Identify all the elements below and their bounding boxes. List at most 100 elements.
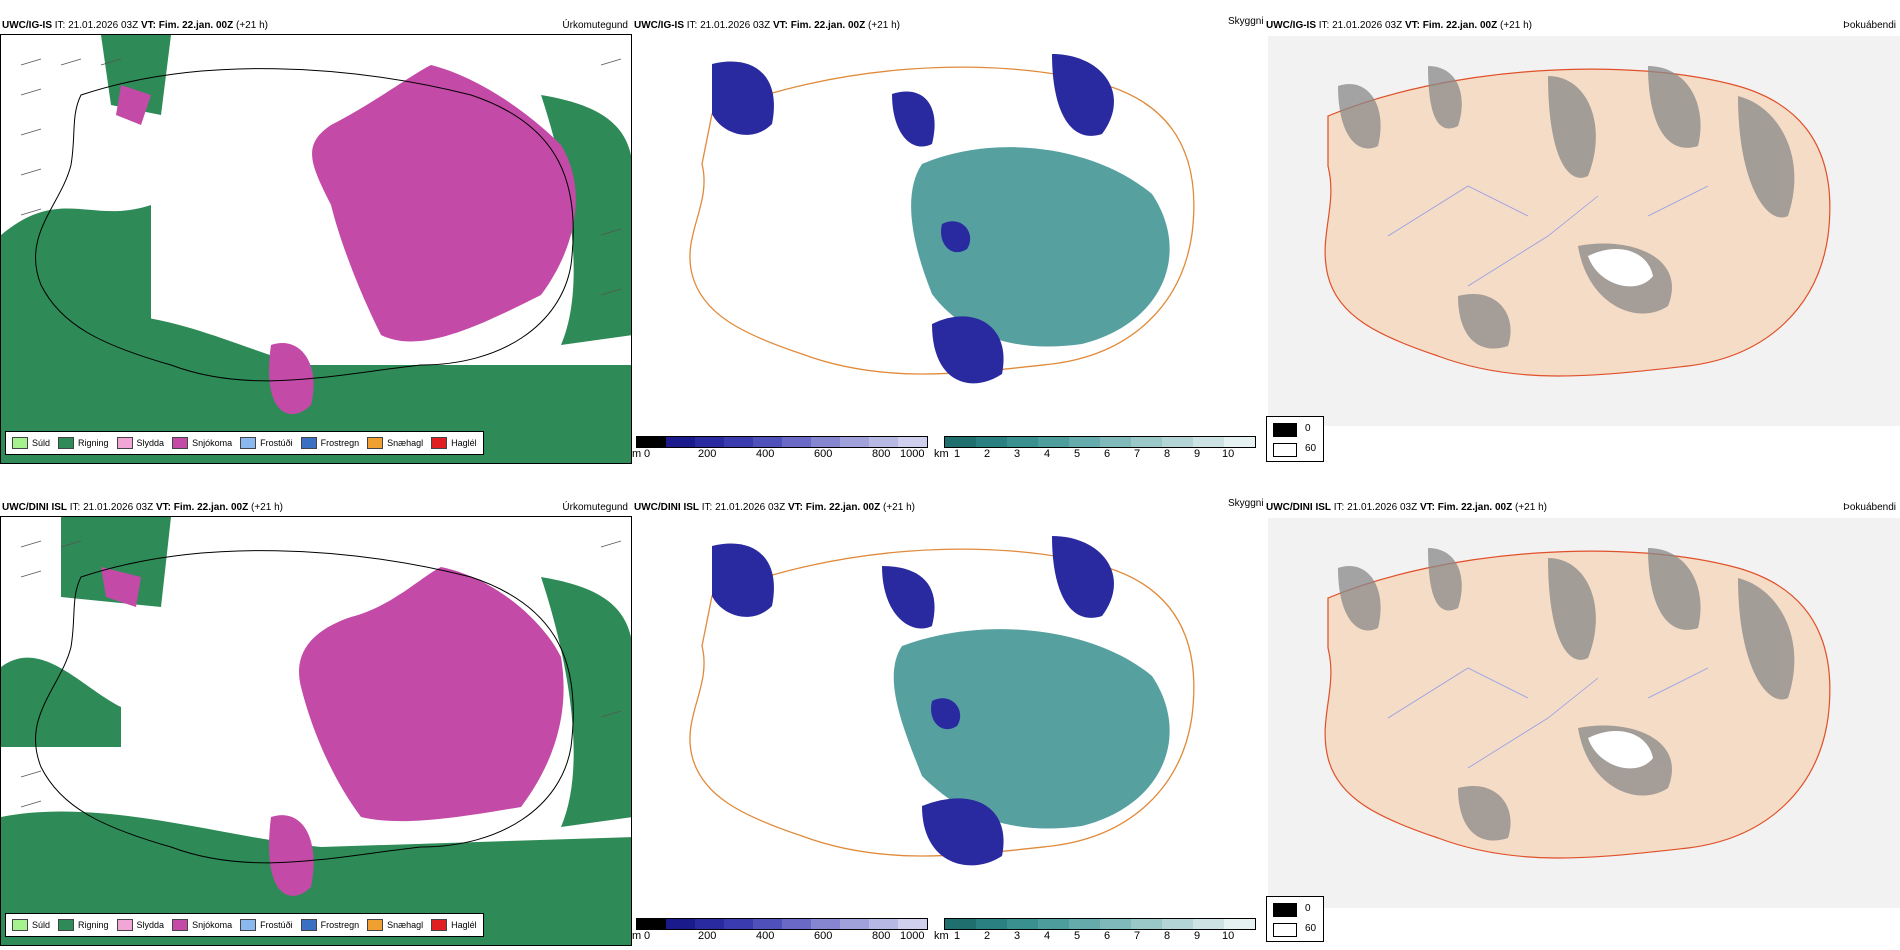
fog-map — [1268, 36, 1900, 426]
legend-label: Slydda — [136, 438, 165, 448]
visibility-tick: 7 — [1134, 930, 1141, 942]
vt-label: VT: — [155, 502, 171, 513]
visibility-title: Skyggni — [1228, 16, 1264, 27]
panel-header: UWC/IG-IS IT: 21.01.2026 03Z VT: Fim. 22… — [1266, 20, 1532, 31]
model-name: UWC/IG-IS — [634, 20, 684, 31]
legend-label: Haglél — [451, 438, 477, 448]
it-value: 21.01.2026 03Z — [1347, 502, 1418, 513]
row-dini-isl: UWC/DINI ISL IT: 21.01.2026 03Z VT: Fim.… — [0, 480, 1900, 950]
colorbar-segment — [1193, 919, 1224, 929]
visibility-title: Skyggni — [1228, 498, 1264, 509]
legend-item-snjokoma: Snjókoma — [172, 919, 232, 931]
legend-item-snaehagl: Snæhagl — [367, 919, 423, 931]
model-name: UWC/DINI ISL — [2, 502, 67, 513]
lead-time: (+21 h) — [251, 502, 283, 513]
colorbar-segment — [1162, 437, 1193, 447]
it-value: 21.01.2026 03Z — [700, 20, 771, 31]
ceiling-tick: 200 — [698, 930, 717, 942]
legend-label: Snæhagl — [387, 438, 424, 448]
ceiling-tick: 1000 — [900, 448, 925, 460]
legend-label: Frostúði — [260, 438, 293, 448]
colorbar-segment — [753, 437, 782, 447]
model-name: UWC/DINI ISL — [634, 502, 699, 513]
colorbar-segment — [695, 919, 724, 929]
visibility-tick: 1 — [954, 448, 961, 460]
fog-panel: UWC/IG-IS IT: 21.01.2026 03Z VT: Fim. 22… — [1262, 0, 1900, 470]
legend-item-suld: Súld — [12, 919, 50, 931]
colorbar-segment — [1007, 437, 1038, 447]
colorbar-segment — [976, 919, 1007, 929]
ceiling-tick: 800 — [872, 448, 891, 460]
fog-map-graphic — [1324, 548, 1831, 859]
ceiling-tick: 800 — [872, 930, 891, 942]
legend-item-haglel: Haglél — [431, 437, 477, 449]
visibility-map-graphic — [689, 536, 1195, 866]
swatch-suld — [12, 437, 28, 449]
precip-map: Súld Rigning Slydda Snjókoma Frostúði Fr… — [0, 34, 632, 464]
it-value: 21.01.2026 03Z — [715, 502, 786, 513]
visibility-map — [632, 516, 1262, 908]
it-label: IT: — [54, 20, 66, 31]
legend-item-frostudi: Frostúði — [240, 919, 293, 931]
ceiling-unit: m — [632, 930, 642, 942]
visibility-tick: 3 — [1014, 448, 1021, 460]
fog-swatch-0 — [1273, 423, 1297, 437]
swatch-slydda — [116, 437, 133, 449]
visibility-tick: 4 — [1044, 448, 1051, 460]
visibility-tick: 3 — [1014, 930, 1021, 942]
colorbar-segment — [945, 919, 976, 929]
vt-value: Fim. 22.jan. 00Z — [158, 20, 234, 31]
colorbar-segment — [724, 437, 753, 447]
fog-title: Þokuábendi — [1843, 20, 1896, 31]
colorbar-segment — [724, 919, 753, 929]
swatch-haglel — [431, 437, 448, 449]
legend-label: Rigning — [78, 438, 109, 448]
legend-item-frostregn: Frostregn — [300, 919, 360, 931]
visibility-tick: 10 — [1222, 448, 1235, 460]
ceiling-colorbar — [636, 918, 928, 930]
colorbar-segment — [869, 437, 898, 447]
legend-item-slydda: Slydda — [116, 437, 165, 449]
visibility-tick: 9 — [1194, 448, 1201, 460]
colorbar-segment — [1069, 919, 1100, 929]
colorbar-segment — [1038, 437, 1069, 447]
lead-time: (+21 h) — [1515, 502, 1547, 513]
colorbar-segment — [1224, 919, 1255, 929]
vt-label: VT: — [1419, 502, 1435, 513]
precip-map-graphic — [1, 35, 631, 463]
colorbar-segment — [869, 919, 898, 929]
vt-label: VT: — [772, 20, 788, 31]
fog-panel: UWC/DINI ISL IT: 21.01.2026 03Z VT: Fim.… — [1262, 480, 1900, 950]
visibility-tick: 2 — [984, 930, 991, 942]
ceiling-tick: 0 — [644, 930, 651, 942]
precip-map: Súld Rigning Slydda Snjókoma Frostúði Fr… — [0, 516, 632, 946]
colorbar-segment — [637, 437, 666, 447]
it-label: IT: — [69, 502, 81, 513]
fog-legend-label: 60 — [1305, 923, 1317, 934]
colorbar-segment — [1038, 919, 1069, 929]
visibility-tick: 8 — [1164, 448, 1171, 460]
legend-label: Snjókoma — [192, 920, 233, 930]
it-value: 21.01.2026 03Z — [68, 20, 139, 31]
vt-label: VT: — [787, 502, 803, 513]
ceiling-unit: m — [632, 448, 642, 460]
visibility-panel: UWC/IG-IS IT: 21.01.2026 03Z VT: Fim. 22… — [632, 0, 1262, 470]
colorbar-segment — [1131, 919, 1162, 929]
colorbar-segment — [1007, 919, 1038, 929]
legend-label: Frostúði — [260, 920, 293, 930]
precip-title: Úrkomutegund — [562, 20, 628, 31]
legend-label: Súld — [32, 920, 51, 930]
visibility-tick: 5 — [1074, 448, 1081, 460]
vt-value: Fim. 22.jan. 00Z — [805, 502, 881, 513]
visibility-tick: 6 — [1104, 448, 1111, 460]
fog-legend: 0 60 — [1266, 896, 1324, 942]
legend-label: Frostregn — [320, 920, 360, 930]
legend-label: Snjókoma — [192, 438, 233, 448]
legend-item-frostregn: Frostregn — [300, 437, 359, 449]
swatch-snaehagl — [367, 437, 384, 449]
lead-time: (+21 h) — [883, 502, 915, 513]
legend-item-rigning: Rigning — [58, 919, 109, 931]
visibility-unit: km — [934, 930, 949, 942]
panel-header: UWC/DINI ISL IT: 21.01.2026 03Z VT: Fim.… — [2, 502, 283, 513]
fog-legend-label: 0 — [1305, 423, 1311, 434]
